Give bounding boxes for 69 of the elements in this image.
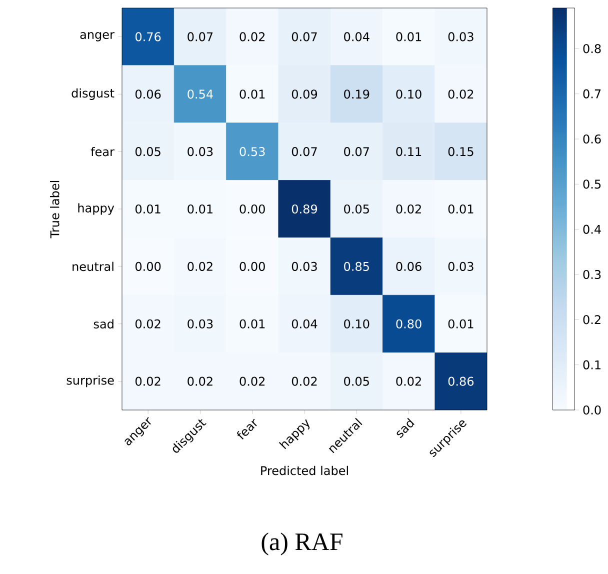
data-label: 0.07	[292, 147, 317, 156]
data-label: 0.02	[188, 262, 212, 271]
data-label: 0.15	[448, 147, 474, 156]
data-label: 0.10	[396, 90, 422, 99]
y-tick-label: neutral	[72, 262, 114, 272]
data-label: 0.53	[240, 147, 265, 156]
color-bar-label: 0.6	[583, 134, 601, 144]
color-bar-label: 0.4	[583, 224, 601, 234]
data-label: 0.86	[448, 376, 474, 386]
data-label: 0.02	[396, 376, 421, 386]
data-label: 0.80	[396, 319, 422, 328]
data-label: 0.07	[292, 32, 317, 42]
data-label: 0.00	[240, 262, 265, 271]
color-bar-label: 0.5	[583, 180, 601, 189]
y-tick-label: surprise	[66, 375, 114, 388]
data-label: 0.01	[240, 319, 265, 328]
data-label: 0.00	[135, 262, 161, 271]
data-label: 0.02	[135, 319, 160, 328]
y-tick-label: disgust	[72, 88, 114, 100]
color-bar-label: 0.0	[583, 405, 601, 415]
data-label: 0.04	[292, 319, 318, 328]
data-label: 0.07	[344, 147, 369, 156]
y-tick-label: sad	[94, 319, 114, 329]
data-label: 0.03	[188, 319, 213, 328]
data-label: 0.02	[240, 32, 265, 42]
data-label: 0.06	[396, 262, 422, 271]
data-label: 0.07	[188, 32, 213, 42]
data-label: 0.11	[396, 147, 422, 156]
data-label: 0.05	[135, 147, 160, 156]
data-label: 0.04	[344, 32, 370, 42]
data-label: 0.01	[396, 32, 422, 42]
data-label: 0.02	[292, 376, 317, 386]
data-label: 0.03	[448, 32, 474, 42]
color-bar-label: 0.7	[583, 89, 601, 98]
data-label: 0.01	[448, 204, 474, 214]
data-label: 0.01	[240, 90, 265, 99]
data-label: 0.03	[448, 262, 474, 271]
data-label: 0.76	[135, 32, 161, 42]
data-label: 0.03	[292, 262, 317, 271]
color-bar-label: 0.2	[583, 315, 600, 324]
y-tick-label: fear	[90, 146, 114, 156]
data-label: 0.01	[188, 204, 212, 214]
y-tick-label: anger	[80, 32, 114, 42]
data-label: 0.10	[344, 319, 370, 328]
data-label: 0.02	[135, 376, 160, 386]
color-bar-label: 0.3	[583, 270, 601, 280]
text: (a) RAF	[262, 532, 342, 556]
data-label: 0.05	[344, 204, 369, 214]
data-label: 0.02	[396, 204, 421, 214]
y-tick-label: happy	[78, 203, 114, 215]
x-tick-label: sad	[396, 418, 414, 438]
data-label: 0.01	[448, 319, 474, 328]
data-label: 0.01	[135, 204, 160, 214]
data-label: 0.54	[188, 90, 213, 99]
data-label: 0.06	[135, 90, 161, 99]
data-label: 0.09	[292, 90, 318, 99]
x-axis-title: Predicted label	[261, 466, 348, 476]
data-label: 0.89	[292, 204, 318, 214]
data-label: 0.19	[344, 90, 370, 99]
data-label: 0.05	[344, 376, 369, 386]
data-label: 0.02	[448, 90, 474, 99]
data-label: 0.00	[240, 204, 265, 214]
color-bar-label: 0.8	[583, 44, 601, 54]
color-bar-label: 0.1	[583, 360, 600, 370]
data-label: 0.02	[188, 376, 212, 386]
y-axis-title: True label	[50, 180, 60, 238]
data-label: 0.85	[344, 262, 369, 271]
data-label: 0.03	[188, 147, 213, 156]
data-label: 0.02	[240, 376, 265, 386]
